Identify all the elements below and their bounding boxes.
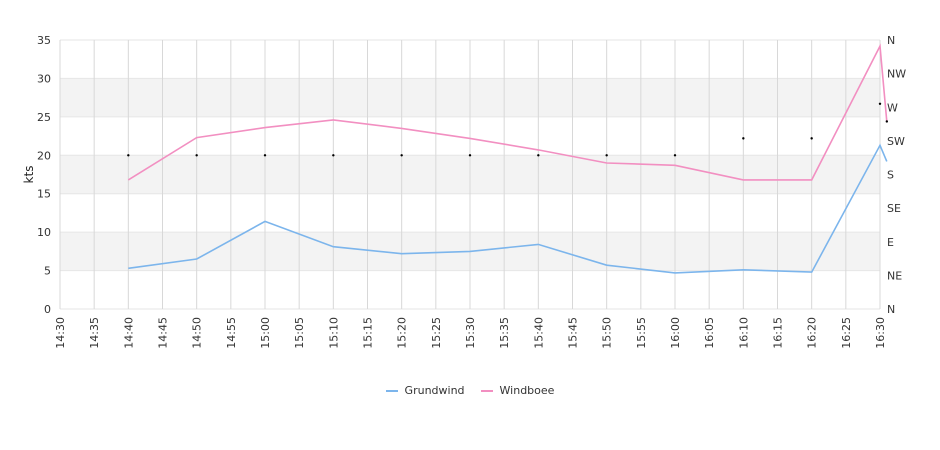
legend-swatch-windboee <box>480 389 493 392</box>
y2-axis-ticks: N NE E SE S SW W NW N <box>887 34 906 316</box>
direction-marker <box>878 102 882 105</box>
legend-label-windboee: Windboee <box>499 384 555 397</box>
direction-markers <box>127 102 889 157</box>
series-line-windboee <box>127 43 888 181</box>
y2-tick-label: W <box>887 101 898 114</box>
x-tick-label: 14:35 <box>88 317 101 349</box>
series-line-grundwind <box>128 143 888 274</box>
direction-marker <box>605 154 608 157</box>
y-tick-label: 15 <box>37 188 51 201</box>
legend: Grundwind Windboee <box>0 384 940 397</box>
x-tick-label: 15:45 <box>567 317 580 349</box>
direction-marker <box>742 137 745 140</box>
x-tick-label: 16:25 <box>840 317 853 349</box>
x-tick-label: 15:30 <box>464 317 477 349</box>
x-tick-label: 16:05 <box>703 317 716 349</box>
y-tick-label: 0 <box>44 303 51 316</box>
y-tick-label: 30 <box>37 72 51 85</box>
y2-tick-label: NE <box>887 269 902 282</box>
direction-marker <box>537 154 540 157</box>
legend-swatch-grundwind <box>385 389 398 392</box>
x-tick-label: 15:55 <box>635 317 648 349</box>
x-tick-label: 15:25 <box>430 317 443 349</box>
y2-tick-label: SW <box>887 135 905 148</box>
x-tick-label: 15:35 <box>498 317 511 349</box>
x-tick-label: 15:20 <box>396 317 409 349</box>
x-tick-label: 16:30 <box>874 317 887 349</box>
legend-label-grundwind: Grundwind <box>404 384 465 397</box>
y-tick-label: 20 <box>37 149 51 162</box>
direction-marker <box>400 154 403 157</box>
direction-marker <box>127 154 130 157</box>
y2-tick-label: E <box>887 236 894 249</box>
x-tick-label: 14:50 <box>191 317 204 349</box>
y-tick-label: 10 <box>37 226 51 239</box>
direction-marker <box>195 154 198 157</box>
x-tick-label: 15:40 <box>532 317 545 349</box>
x-tick-label: 14:55 <box>225 317 238 349</box>
legend-item-grundwind[interactable]: Grundwind <box>385 384 465 397</box>
y2-tick-label: NW <box>887 68 906 81</box>
y2-tick-label: SE <box>887 202 901 215</box>
x-tick-label: 14:45 <box>157 317 170 349</box>
y-axis-label: kts <box>22 166 36 184</box>
direction-marker <box>263 154 267 157</box>
x-tick-label: 15:00 <box>259 317 272 349</box>
x-tick-label: 15:50 <box>601 317 614 349</box>
series-lines <box>127 43 888 274</box>
direction-marker <box>885 120 889 123</box>
x-axis-ticks: 14:30 14:35 14:40 14:45 14:50 14:55 15:00 15:05… <box>54 317 887 349</box>
y-tick-label: 25 <box>37 111 51 124</box>
y2-tick-label: N <box>887 34 895 47</box>
x-tick-label: 16:20 <box>806 317 819 349</box>
x-tick-label: 14:40 <box>122 317 135 349</box>
x-tick-label: 16:15 <box>772 317 785 349</box>
x-tick-label: 15:10 <box>327 317 340 349</box>
direction-marker <box>332 154 335 157</box>
y2-tick-label: S <box>887 169 894 182</box>
y2-tick-label: N <box>887 303 895 316</box>
x-tick-label: 15:15 <box>362 317 375 349</box>
legend-item-windboee[interactable]: Windboee <box>480 384 555 397</box>
x-tick-label: 14:30 <box>54 317 67 349</box>
direction-marker <box>673 154 677 157</box>
x-tick-label: 16:10 <box>737 317 750 349</box>
direction-marker <box>468 154 472 157</box>
y-tick-label: 5 <box>44 265 51 278</box>
direction-marker <box>810 137 813 140</box>
x-tick-label: 15:05 <box>293 317 306 349</box>
x-tick-label: 16:00 <box>669 317 682 349</box>
y-axis-ticks: 0 5 10 15 20 25 30 35 <box>37 34 51 316</box>
y-tick-label: 35 <box>37 34 51 47</box>
